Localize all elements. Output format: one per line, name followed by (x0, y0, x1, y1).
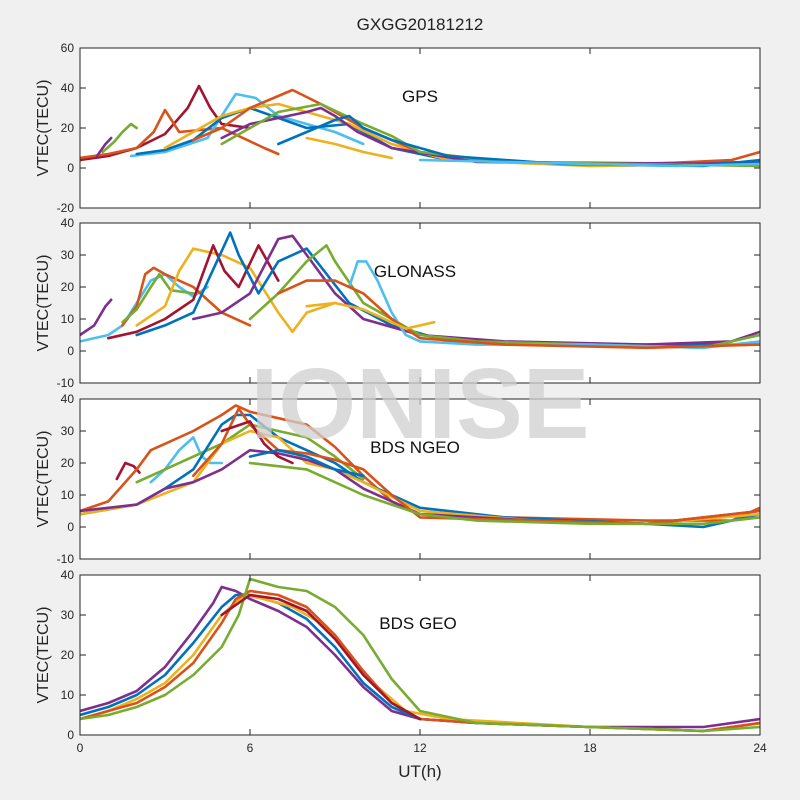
chart-title: GXGG20181212 (357, 15, 484, 34)
y-axis-label: VTEC(TECU) (35, 255, 52, 352)
x-tick-label: 0 (77, 741, 84, 755)
watermark: IONISE (251, 348, 590, 460)
series-line-5 (107, 244, 280, 340)
y-tick-label: 10 (61, 688, 75, 702)
series-line-11 (305, 136, 393, 160)
panel-label: GPS (402, 87, 438, 106)
series-line-9 (248, 448, 365, 478)
panel-label: GLONASS (374, 262, 456, 281)
x-tick-label: 24 (753, 741, 767, 755)
panel-label: BDS NGEO (370, 438, 460, 457)
x-tick-label: 18 (583, 741, 597, 755)
y-tick-label: 0 (67, 161, 74, 175)
x-tick-label: 12 (413, 741, 427, 755)
y-axis-label: VTEC(TECU) (35, 80, 52, 177)
series-group (80, 577, 760, 733)
series-line-4 (129, 92, 365, 158)
y-tick-label: 20 (61, 121, 75, 135)
plot-area (80, 48, 760, 208)
y-tick-label: 0 (67, 728, 74, 742)
series-line-3 (95, 136, 113, 158)
y-tick-label: 60 (61, 41, 75, 55)
y-tick-label: 20 (61, 456, 75, 470)
series-line-8 (220, 420, 294, 465)
y-tick-label: 0 (67, 344, 74, 358)
y-tick-label: 30 (61, 248, 75, 262)
series-line-7 (192, 407, 760, 526)
series-group (80, 84, 760, 168)
y-tick-label: 30 (61, 424, 75, 438)
series-line-11 (305, 301, 436, 330)
y-axis-label: VTEC(TECU) (35, 431, 52, 528)
plot-area (80, 399, 760, 559)
y-tick-label: -10 (57, 552, 75, 566)
y-tick-label: -10 (57, 376, 75, 390)
series-line-0 (80, 298, 113, 337)
series-line-3 (121, 272, 195, 324)
y-tick-label: 0 (67, 520, 74, 534)
panel-label: BDS GEO (379, 614, 456, 633)
y-tick-label: 20 (61, 648, 75, 662)
series-line-7 (192, 234, 760, 346)
panel-2: -10 0 10 20 30 40 VTEC(TECU) BDS NGEO (35, 392, 761, 566)
series-line-12 (418, 158, 760, 168)
y-tick-label: 40 (61, 392, 75, 406)
y-tick-label: 40 (61, 216, 75, 230)
y-tick-label: 10 (61, 312, 75, 326)
panel-0: -20 0 20 40 60 VTEC(TECU) GPS (35, 41, 761, 215)
y-tick-label: 30 (61, 608, 75, 622)
y-tick-label: -20 (57, 201, 75, 215)
panel-1: -10 0 10 20 30 40 VTEC(TECU) GLONASS (35, 216, 761, 390)
series-line-4 (80, 577, 760, 733)
series-line-1 (80, 108, 280, 160)
y-tick-label: 40 (61, 568, 75, 582)
series-line-4 (135, 247, 337, 334)
x-tick-label: 6 (247, 741, 254, 755)
y-tick-label: 40 (61, 81, 75, 95)
series-line-5 (220, 593, 422, 721)
series-line-2 (101, 122, 138, 154)
series-line-10 (277, 279, 760, 350)
series-group (80, 404, 760, 529)
series-group (80, 231, 760, 350)
panel-3: 0 10 20 30 40 0 6 12 18 24 VTEC(TECU) BDS GEO (35, 568, 767, 755)
series-line-10 (248, 461, 760, 526)
y-tick-label: 10 (61, 488, 75, 502)
series-line-2 (121, 266, 252, 327)
y-axis-label: VTEC(TECU) (35, 607, 52, 704)
y-tick-label: 20 (61, 280, 75, 294)
series-line-9 (347, 260, 760, 350)
series-line-2 (80, 593, 760, 733)
x-axis-label: UT(h) (398, 762, 441, 781)
